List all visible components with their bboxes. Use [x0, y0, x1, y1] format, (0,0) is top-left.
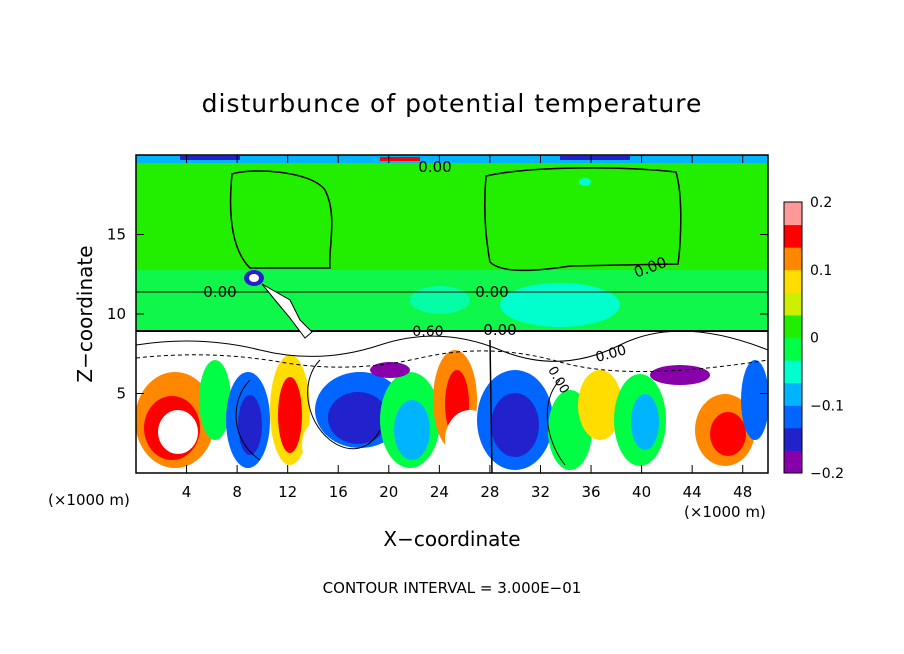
x-axis-label: X−coordinate — [383, 527, 520, 551]
colorbar-swatch — [784, 337, 802, 361]
colorbar-frame — [783, 201, 803, 474]
colorbar-tick-label: 0 — [810, 331, 819, 347]
cyan-patch — [579, 178, 591, 186]
contour-label: 0.00 — [594, 342, 628, 366]
y-axis: 5 10 15 — [107, 226, 768, 403]
top-blue-patch — [180, 156, 240, 160]
colorbar-tick-label: −0.2 — [810, 466, 844, 482]
colorbar-swatch — [784, 427, 802, 451]
lower-contours — [136, 330, 768, 473]
colorbar-swatch — [784, 247, 802, 271]
x-unit-right: (×1000 m) — [684, 503, 766, 521]
top-blue-patch — [560, 156, 630, 160]
x-tick-label: 40 — [632, 483, 651, 501]
x-tick-label: 16 — [329, 483, 348, 501]
colorbar-swatch — [784, 224, 802, 248]
top-boundary-strip — [136, 155, 768, 163]
top-red-patch — [380, 157, 420, 161]
x-tick-label: 24 — [430, 483, 449, 501]
colorbar-ticks: 0.2 0.1 0 −0.1 −0.2 — [810, 195, 844, 482]
colorbar-swatch — [784, 269, 802, 293]
x-axis: 4 8 12 16 20 24 28 32 36 40 44 48 — [182, 155, 752, 501]
y-axis-label: Z−coordinate — [73, 245, 97, 382]
colorbar-swatch — [784, 202, 802, 226]
eddy-patches — [136, 350, 768, 473]
y-tick-label: 5 — [116, 385, 126, 403]
x-tick-label: 36 — [581, 483, 600, 501]
contour-interval-note: CONTOUR INTERVAL = 3.000E−01 — [323, 579, 582, 597]
colorbar-swatch — [784, 314, 802, 338]
colorbar-tick-label: −0.1 — [810, 398, 844, 414]
colorbar-swatch — [784, 405, 802, 429]
cyan-patch — [500, 283, 620, 327]
contour-label: 0.00 — [203, 283, 236, 301]
x-tick-label: 12 — [278, 483, 297, 501]
contour-label: 0.00 — [475, 283, 508, 301]
x-tick-label: 48 — [733, 483, 752, 501]
colorbar-swatch — [784, 382, 802, 406]
x-tick-label: 20 — [379, 483, 398, 501]
colorbar-swatch — [784, 360, 802, 384]
x-tick-label: 8 — [232, 483, 242, 501]
x-tick-label: 28 — [480, 483, 499, 501]
colorbar-tick-label: 0.1 — [810, 263, 832, 279]
contour-label: 0.00 — [418, 158, 451, 176]
colorbar — [783, 201, 803, 474]
x-tick-label: 32 — [531, 483, 550, 501]
x-tick-label: 44 — [683, 483, 702, 501]
colorbar-swatch — [784, 450, 802, 474]
chart-title: disturbunce of potential temperature — [202, 89, 703, 118]
ridge-feature — [244, 270, 313, 339]
colorbar-tick-label: 0.2 — [810, 195, 832, 211]
colorbar-swatch — [784, 292, 802, 316]
contour-label: 0.00 — [483, 321, 516, 339]
plot-field — [136, 155, 768, 473]
upper-contours — [229, 167, 682, 272]
y-tick-label: 10 — [107, 305, 126, 323]
x-tick-label: 4 — [182, 483, 192, 501]
y-tick-label: 15 — [107, 226, 126, 244]
cyan-patch — [410, 286, 470, 314]
x-unit-left: (×1000 m) — [48, 491, 130, 509]
contour-label: 0.60 — [412, 324, 443, 340]
